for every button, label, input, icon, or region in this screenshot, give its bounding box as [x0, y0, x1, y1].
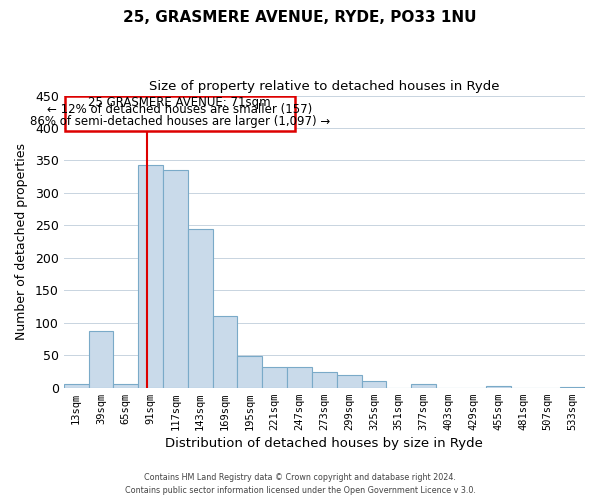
Bar — [89, 331, 113, 388]
Bar — [560, 387, 585, 388]
Bar — [163, 170, 188, 388]
Bar — [238, 356, 262, 388]
Text: 25 GRASMERE AVENUE: 71sqm: 25 GRASMERE AVENUE: 71sqm — [88, 96, 271, 108]
Text: 25, GRASMERE AVENUE, RYDE, PO33 1NU: 25, GRASMERE AVENUE, RYDE, PO33 1NU — [123, 10, 477, 25]
Text: Contains HM Land Registry data © Crown copyright and database right 2024.
Contai: Contains HM Land Registry data © Crown c… — [125, 474, 475, 495]
Bar — [212, 316, 238, 388]
Bar — [287, 367, 312, 388]
FancyBboxPatch shape — [65, 96, 295, 132]
Bar — [113, 384, 138, 388]
Title: Size of property relative to detached houses in Ryde: Size of property relative to detached ho… — [149, 80, 500, 93]
Bar — [138, 165, 163, 388]
Bar — [262, 367, 287, 388]
Bar — [312, 372, 337, 388]
Bar — [362, 381, 386, 388]
Bar — [337, 374, 362, 388]
Y-axis label: Number of detached properties: Number of detached properties — [15, 143, 28, 340]
Text: 86% of semi-detached houses are larger (1,097) →: 86% of semi-detached houses are larger (… — [29, 115, 330, 128]
Bar — [486, 386, 511, 388]
Bar — [188, 228, 212, 388]
Text: ← 12% of detached houses are smaller (157): ← 12% of detached houses are smaller (15… — [47, 104, 313, 117]
X-axis label: Distribution of detached houses by size in Ryde: Distribution of detached houses by size … — [166, 437, 483, 450]
Bar — [64, 384, 89, 388]
Bar — [411, 384, 436, 388]
